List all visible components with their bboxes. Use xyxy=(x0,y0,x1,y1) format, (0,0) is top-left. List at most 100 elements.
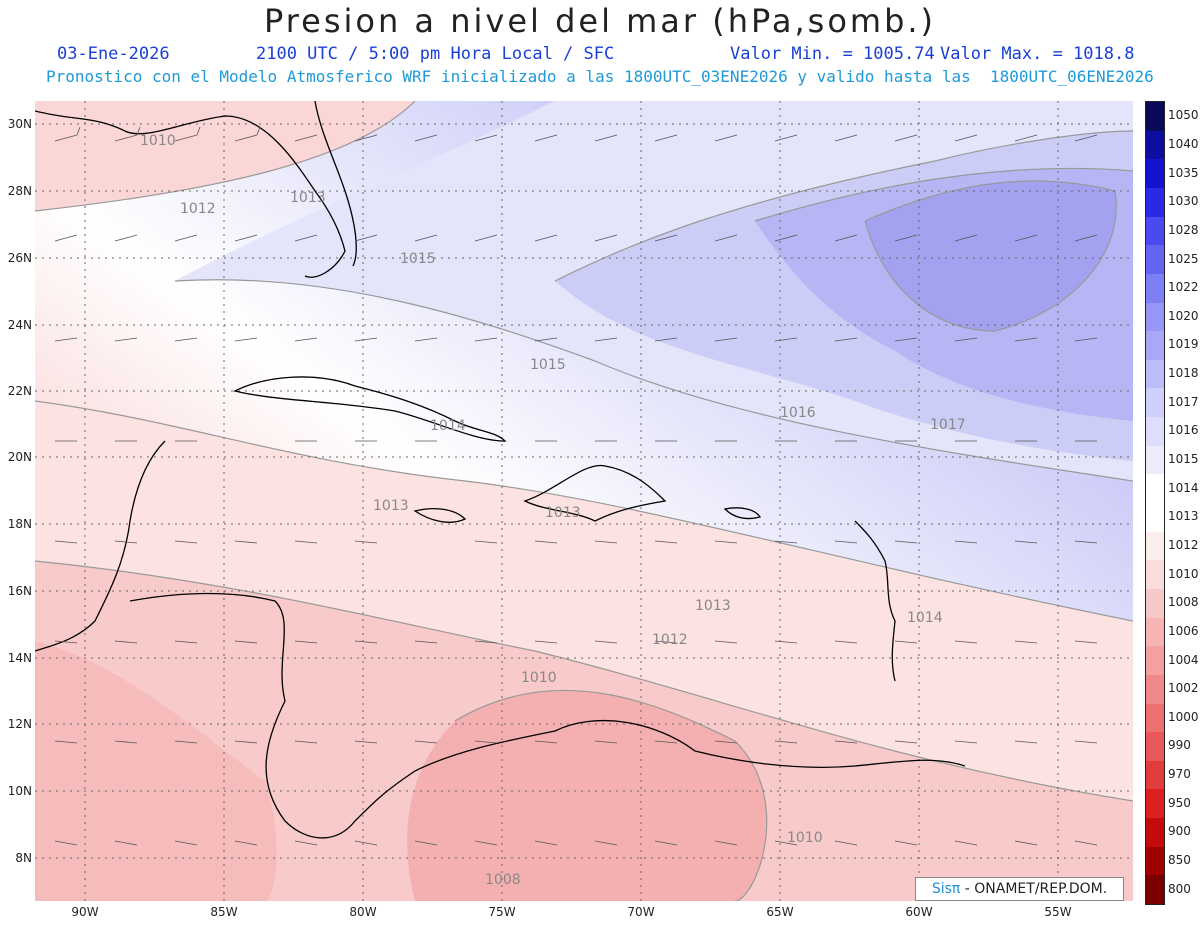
colorbar-label: 1018 xyxy=(1168,366,1199,381)
colorbar-segment xyxy=(1146,102,1164,132)
colorbar-segment xyxy=(1146,245,1164,275)
colorbar-label: 1020 xyxy=(1168,308,1199,323)
colorbar-label: 990 xyxy=(1168,738,1191,753)
lon-label-70w: 70W xyxy=(627,905,655,919)
colorbar-label: 1010 xyxy=(1168,566,1199,581)
colorbar-label: 950 xyxy=(1168,795,1191,810)
colorbar-segment xyxy=(1146,388,1164,418)
isobar-1014-antilles: 1014 xyxy=(907,610,943,626)
lon-label-65w: 65W xyxy=(766,905,794,919)
colorbar-label: 1022 xyxy=(1168,280,1199,295)
colorbar-label: 1004 xyxy=(1168,652,1199,667)
isobar-1008-colombia: 1008 xyxy=(485,872,521,888)
colorbar-label: 1008 xyxy=(1168,595,1199,610)
lat-label-12n: 12N xyxy=(7,717,32,731)
lat-label-22n: 22N xyxy=(7,384,32,398)
colorbar-label: 1050 xyxy=(1168,108,1199,123)
colorbar-segment xyxy=(1146,875,1164,905)
colorbar-segment xyxy=(1146,187,1164,218)
colorbar-segment xyxy=(1146,846,1164,876)
lon-label-55w: 55W xyxy=(1044,905,1072,919)
wind-barbs xyxy=(54,126,1098,846)
isobar-1013-hispaniola: 1013 xyxy=(545,505,581,521)
colorbar-segment xyxy=(1146,474,1164,504)
colorbar-segment xyxy=(1146,302,1164,332)
colorbar-segment xyxy=(1146,159,1164,189)
coast-south xyxy=(129,592,966,839)
colorbar-segment xyxy=(1146,789,1164,819)
isobar-1010-venezuela: 1010 xyxy=(787,830,823,846)
coast-jamaica xyxy=(413,508,467,523)
min-value-label: Valor Min. = 1005.74 xyxy=(730,44,935,64)
lon-label-80w: 80W xyxy=(349,905,377,919)
max-value-label: Valor Max. = 1018.8 xyxy=(940,44,1135,64)
lat-label-10n: 10N xyxy=(7,784,32,798)
colorbar-label: 1040 xyxy=(1168,136,1199,151)
pressure-map: 1010 1012 1013 1015 1015 1016 1017 1014 … xyxy=(35,101,1133,901)
chart-title: Presion a nivel del mar (hPa,somb.) xyxy=(263,2,937,40)
time-label: 2100 UTC / 5:00 pm Hora Local / SFC xyxy=(256,44,615,64)
band-1018 xyxy=(865,181,1117,331)
credit-box: Sisπ - ONAMET/REP.DOM. xyxy=(915,877,1124,901)
colorbar-label: 1019 xyxy=(1168,337,1199,352)
colorbar-segment xyxy=(1146,732,1164,762)
pressure-colorbar xyxy=(1145,101,1165,905)
isobar-1013-caribbean: 1013 xyxy=(695,598,731,614)
isobar-1010-nw: 1010 xyxy=(140,133,176,149)
lat-label-26n: 26N xyxy=(7,251,32,265)
coast-cuba xyxy=(233,376,507,442)
colorbar-label: 800 xyxy=(1168,881,1191,896)
isobar-1014-cuba: 1014 xyxy=(430,418,466,434)
colorbar-segment xyxy=(1146,359,1164,389)
band-nw-low xyxy=(35,101,415,211)
lat-label-8n: 8N xyxy=(15,851,32,865)
colorbar-segment xyxy=(1146,617,1164,647)
lon-label-75w: 75W xyxy=(488,905,516,919)
sis-logo: Sisπ xyxy=(931,881,961,897)
colorbar-segment xyxy=(1146,216,1164,246)
credit-org: - ONAMET/REP.DOM. xyxy=(960,881,1108,897)
graticule xyxy=(35,101,1133,901)
coast-hispaniola xyxy=(523,464,667,522)
coastlines xyxy=(35,101,966,839)
band-pacific xyxy=(35,641,277,901)
lat-label-24n: 24N xyxy=(7,318,32,332)
colorbar-label: 1017 xyxy=(1168,394,1199,409)
lon-label-90w: 90W xyxy=(71,905,99,919)
isobar-1015-bahamas: 1015 xyxy=(400,251,436,267)
isobar-1010-caribbean: 1010 xyxy=(521,670,557,686)
colorbar-segment xyxy=(1146,674,1164,704)
colorbar-segment xyxy=(1146,703,1164,733)
lon-label-60w: 60W xyxy=(905,905,933,919)
colorbar-segment xyxy=(1146,130,1164,160)
isobar-1012-gulf: 1012 xyxy=(180,201,216,217)
colorbar-segment xyxy=(1146,588,1164,619)
lat-label-20n: 20N xyxy=(7,450,32,464)
isobar-1017-atlantic: 1017 xyxy=(930,417,966,433)
isobar-1013-florida: 1013 xyxy=(290,190,326,206)
colorbar-segment xyxy=(1146,273,1164,303)
coast-lesser-antilles xyxy=(854,520,896,682)
colorbar-segment xyxy=(1146,417,1164,447)
colorbar-label: 850 xyxy=(1168,853,1191,868)
colorbar-label: 1000 xyxy=(1168,709,1199,724)
colorbar-segment xyxy=(1146,560,1164,590)
lat-label-14n: 14N xyxy=(7,651,32,665)
colorbar-segment xyxy=(1146,760,1164,790)
colorbar-segment xyxy=(1146,818,1164,848)
coast-gulf-north xyxy=(35,110,346,278)
coast-puerto-rico xyxy=(723,507,762,520)
colorbar-label: 1002 xyxy=(1168,681,1199,696)
isobar-1012-caribbean: 1012 xyxy=(652,632,688,648)
isobar-1015-central: 1015 xyxy=(530,357,566,373)
colorbar-segment xyxy=(1146,331,1164,361)
lat-label-16n: 16N xyxy=(7,584,32,598)
colorbar-label: 900 xyxy=(1168,824,1191,839)
isobar-labels: 1010 1012 1013 1015 1015 1016 1017 1014 … xyxy=(140,133,966,888)
colorbar-segment xyxy=(1146,503,1164,533)
isobar-1016-east: 1016 xyxy=(780,405,816,421)
colorbar-label: 1035 xyxy=(1168,165,1199,180)
coast-yucatan-central xyxy=(35,440,166,652)
colorbar-label: 1028 xyxy=(1168,222,1199,237)
colorbar-label: 1006 xyxy=(1168,623,1199,638)
